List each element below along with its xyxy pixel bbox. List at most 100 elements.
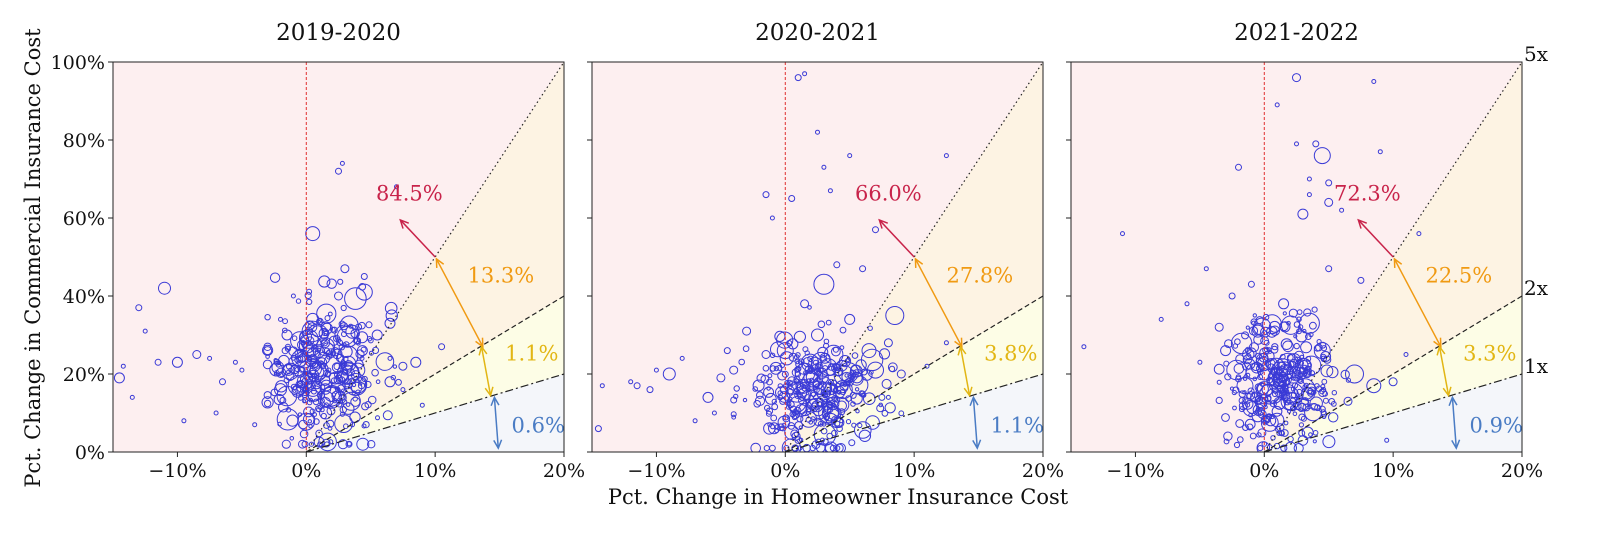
- data-point: [1286, 354, 1294, 361]
- data-point: [1302, 403, 1311, 412]
- data-point: [355, 349, 365, 359]
- data-point: [1318, 388, 1327, 398]
- panels: 84.5% 13.3% 1.1% 0.6% −10% 0% 10% 20% 0% 20% 40% 60…: [51, 20, 1549, 482]
- data-point: [829, 383, 839, 393]
- data-point: [310, 383, 317, 389]
- data-point: [816, 368, 821, 373]
- data-point: [1328, 412, 1339, 423]
- data-point: [1303, 369, 1312, 377]
- data-point: [779, 397, 787, 405]
- arrow-below-1x-head: [972, 439, 982, 450]
- data-point: [777, 370, 787, 381]
- data-point: [845, 357, 851, 363]
- data-point: [1276, 423, 1285, 432]
- data-point: [285, 372, 295, 382]
- data-point: [768, 422, 780, 435]
- data-point: [334, 324, 356, 346]
- data-point: [791, 431, 801, 441]
- share-above-5x: 66.0%: [855, 181, 922, 205]
- data-point: [1325, 179, 1333, 187]
- data-point: [313, 418, 320, 425]
- x-tick-label: 0%: [291, 460, 321, 482]
- data-point: [898, 410, 905, 417]
- data-point: [297, 355, 306, 364]
- line-2x: [305, 295, 565, 453]
- data-point: [303, 406, 314, 418]
- data-point: [361, 423, 367, 429]
- data-point: [850, 401, 856, 407]
- data-point: [1297, 377, 1304, 385]
- y-tick-label: 0%: [75, 442, 105, 464]
- data-point: [1306, 176, 1312, 182]
- data-point: [1223, 431, 1233, 441]
- data-point: [1270, 435, 1276, 441]
- data-point: [825, 319, 832, 326]
- data-point: [943, 340, 949, 346]
- data-point: [1280, 391, 1300, 411]
- data-point: [1214, 322, 1224, 332]
- data-point: [702, 391, 714, 403]
- data-point: [1298, 367, 1308, 377]
- data-point: [1267, 363, 1275, 371]
- data-point: [742, 397, 748, 403]
- data-point: [1249, 432, 1257, 440]
- data-point: [1280, 338, 1293, 351]
- data-point: [833, 261, 841, 269]
- data-point: [861, 343, 877, 359]
- data-point: [1294, 141, 1299, 147]
- data-point: [885, 394, 891, 400]
- data-point: [262, 359, 273, 370]
- data-point: [327, 311, 333, 317]
- share-1x-2x: 3.8%: [984, 341, 1037, 365]
- data-point: [1416, 231, 1422, 237]
- arrow-2x-5x-shaft: [435, 258, 484, 348]
- data-point: [213, 410, 219, 416]
- data-point: [817, 381, 827, 390]
- data-point: [299, 429, 309, 439]
- data-point: [811, 328, 824, 342]
- data-point: [1257, 445, 1264, 452]
- arrow-2x-5x-head: [914, 257, 924, 268]
- data-point: [1345, 377, 1352, 383]
- data-point: [813, 273, 835, 295]
- data-point: [321, 322, 333, 335]
- data-point: [276, 408, 299, 431]
- data-point: [317, 361, 323, 367]
- arrow-below-1x-shaft: [972, 397, 979, 449]
- y-tick-label: 100%: [51, 52, 105, 74]
- data-point: [1282, 386, 1299, 403]
- arrow-below-1x-head: [1448, 395, 1458, 407]
- data-point: [1326, 366, 1339, 379]
- data-point: [733, 385, 740, 392]
- data-point: [807, 305, 812, 310]
- data-point: [1232, 343, 1239, 349]
- arrow-1x-2x-shaft: [1438, 346, 1450, 396]
- data-point: [326, 278, 337, 289]
- y-axis-label: Pct. Change in Commercial Insurance Cost: [21, 28, 45, 488]
- arrow-1x-2x-head: [1436, 345, 1446, 356]
- data-point: [1293, 342, 1300, 350]
- data-point: [711, 410, 717, 416]
- data-point: [1290, 386, 1296, 392]
- arrow-1x-2x-head: [963, 386, 973, 398]
- line-1x: [1264, 373, 1523, 453]
- data-point: [817, 346, 829, 358]
- data-point: [716, 373, 726, 383]
- arrow-1x-2x-head: [478, 345, 488, 356]
- data-point: [375, 379, 381, 385]
- data-point: [793, 354, 800, 360]
- data-point: [262, 344, 274, 356]
- data-point: [851, 352, 859, 359]
- data-point: [1301, 426, 1314, 439]
- data-point: [330, 326, 338, 334]
- data-point: [318, 275, 331, 288]
- arrow-below-1x-head: [1451, 439, 1461, 450]
- data-point: [371, 346, 380, 354]
- data-point: [1282, 340, 1294, 353]
- data-point: [821, 421, 827, 427]
- data-point: [344, 287, 367, 310]
- data-point: [769, 365, 777, 372]
- share-2x-5x: 27.8%: [947, 263, 1014, 287]
- data-point: [307, 419, 312, 424]
- data-point: [833, 365, 855, 386]
